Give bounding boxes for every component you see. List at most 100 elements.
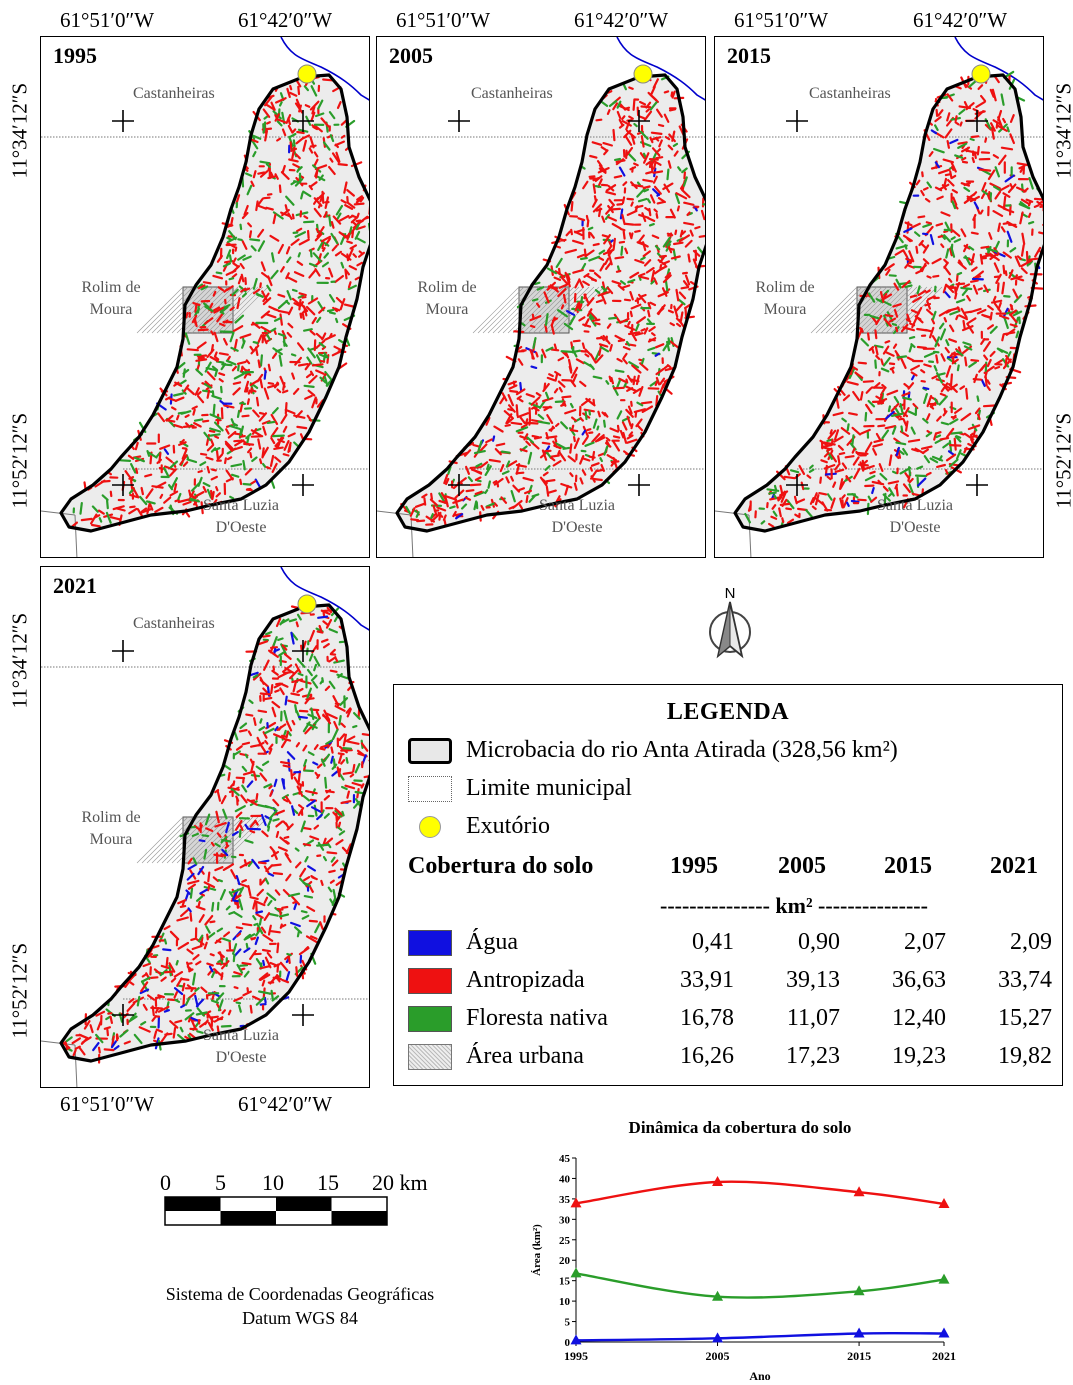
river <box>616 37 705 101</box>
y-tick-label: 35 <box>559 1194 571 1206</box>
legend-title: LEGENDA <box>666 699 790 725</box>
lat-right-2: 11°52′12″S <box>1051 412 1073 509</box>
land-cover-swatch-icon <box>408 1005 452 1032</box>
legend-item-label: Limite municipal <box>466 775 632 801</box>
river <box>280 37 369 101</box>
north-arrow: N <box>700 584 760 664</box>
land-cover-label: Floresta nativa <box>466 1005 608 1031</box>
map-drawing-1995 <box>41 37 369 557</box>
land-cover-row: Área urbana <box>408 1043 584 1070</box>
land-cover-value: 33,91 <box>680 967 734 993</box>
land-cover-label: Água <box>466 929 518 955</box>
place-castanheiras: Castanheiras <box>809 85 891 102</box>
data-point-0-3 <box>938 1198 950 1209</box>
panel-year-label: 2005 <box>389 43 433 68</box>
coord-top-3-east: 61°42′0″W <box>913 8 1008 32</box>
map-legend: LEGENDA Microbacia do rio Anta Atirada (… <box>393 684 1063 1086</box>
land-cover-value: 19,23 <box>892 1043 946 1069</box>
scale-bar <box>164 1196 388 1226</box>
land-cover-swatch-icon <box>408 1043 452 1070</box>
panel-year-label: 1995 <box>53 43 97 68</box>
land-cover-swatch-icon <box>408 929 452 956</box>
scale-label-0: 0 <box>160 1170 171 1195</box>
data-point-2-2 <box>853 1327 865 1338</box>
yellow-dot-icon <box>408 814 452 840</box>
place-rolim-de-moura: Rolim de Moura <box>417 279 477 318</box>
land-cover-value: 15,27 <box>998 1005 1052 1031</box>
map-panel-2005: 2005 Castanheiras Rolim de Moura Santa Lu… <box>376 36 706 558</box>
lat-left-1: 11°34′12″S <box>7 82 32 179</box>
panel-year-label: 2021 <box>53 573 97 598</box>
basin-swatch-icon <box>408 737 452 764</box>
land-cover-value: 39,13 <box>786 967 840 993</box>
lat-left-4: 11°52′12″S <box>7 942 32 1039</box>
unit-line: --------------- km² --------------- <box>660 893 928 918</box>
map-panel-2015: 2015 Castanheiras Rolim de Moura Santa Lu… <box>714 36 1044 558</box>
y-tick-label: 5 <box>565 1317 571 1329</box>
drainage-network <box>400 75 705 526</box>
y-tick-label: 40 <box>559 1173 571 1185</box>
outlet-point <box>633 64 653 84</box>
coordinate-system-line1: Sistema de Coordenadas Geográficas <box>165 1284 435 1304</box>
x-axis-label: Ano <box>749 1369 770 1382</box>
lat-right-1: 11°34′12″S <box>1051 82 1073 179</box>
lat-left-3: 11°34′12″S <box>7 612 32 709</box>
coord-top-3-west: 61°51′0″W <box>734 8 829 32</box>
series-line-1 <box>575 1272 945 1299</box>
map-drawing-2005 <box>377 37 705 557</box>
map-panel-2021: 2021 Castanheiras Rolim de Moura Santa Lu… <box>40 566 370 1088</box>
land-cover-value: 11,07 <box>786 1005 840 1031</box>
municipal-limit <box>377 510 412 516</box>
y-tick-label: 45 <box>559 1153 571 1165</box>
place-santa-luzia: Santa Luzia D'Oeste <box>203 1027 279 1066</box>
data-point-1-1 <box>712 1290 724 1301</box>
basin-outline <box>395 73 705 533</box>
dotted-line-swatch-icon <box>408 775 452 802</box>
scale-label-20: 20 km <box>372 1170 428 1195</box>
series-line-0 <box>575 1180 945 1206</box>
y-tick-label: 0 <box>565 1337 571 1349</box>
basin-outline <box>59 603 369 1063</box>
coord-bottom-east: 61°42′0″W <box>238 1092 333 1116</box>
y-tick-label: 30 <box>559 1214 571 1226</box>
legend-item-outlet: Exutório <box>408 813 550 840</box>
drainage-network <box>744 70 1043 528</box>
coord-bottom-west: 61°51′0″W <box>60 1092 155 1116</box>
land-cover-value: 33,74 <box>998 967 1052 993</box>
legend-item-basin: Microbacia do rio Anta Atirada (328,56 k… <box>408 737 898 764</box>
land-cover-label: Antropizada <box>466 967 585 993</box>
municipal-limit <box>715 510 750 516</box>
data-point-0-2 <box>853 1186 865 1197</box>
drainage-network <box>71 75 369 528</box>
municipal-limit <box>74 514 78 557</box>
land-cover-value: 2,09 <box>1010 929 1052 955</box>
place-castanheiras: Castanheiras <box>133 85 215 102</box>
north-arrow-icon: N <box>709 585 751 659</box>
data-point-1-2 <box>853 1285 865 1296</box>
y-tick-label: 15 <box>559 1276 571 1288</box>
data-point-2-0 <box>570 1334 582 1345</box>
basin-outline <box>59 73 369 533</box>
panel-year-label: 2015 <box>727 43 771 68</box>
land-cover-value: 16,78 <box>680 1005 734 1031</box>
year-header-1995: 1995 <box>670 853 718 879</box>
data-point-2-3 <box>938 1327 950 1338</box>
chart-title: Dinâmica da cobertura do solo <box>628 1118 852 1137</box>
place-castanheiras: Castanheiras <box>471 85 553 102</box>
land-cover-value: 36,63 <box>892 967 946 993</box>
data-point-2-1 <box>712 1332 724 1343</box>
north-label: N <box>725 585 736 602</box>
land-cover-value: 0,41 <box>692 929 734 955</box>
outlet-point <box>297 594 317 614</box>
land-cover-header: Cobertura do solo <box>408 853 594 879</box>
river <box>280 567 369 631</box>
place-rolim-de-moura: Rolim de Moura <box>81 809 141 848</box>
data-point-1-3 <box>938 1273 950 1284</box>
legend-item-municipal-limit: Limite municipal <box>408 775 632 802</box>
land-cover-value: 16,26 <box>680 1043 734 1069</box>
land-cover-value: 0,90 <box>798 929 840 955</box>
x-tick-label: 2021 <box>932 1349 956 1363</box>
outlet-point <box>971 64 991 84</box>
data-point-1-0 <box>570 1267 582 1278</box>
land-cover-dynamics-chart: 0 5 10 15 20 25 30 35 40 45 1995 2005 2015 2021 Ano Áre… <box>531 1153 956 1382</box>
